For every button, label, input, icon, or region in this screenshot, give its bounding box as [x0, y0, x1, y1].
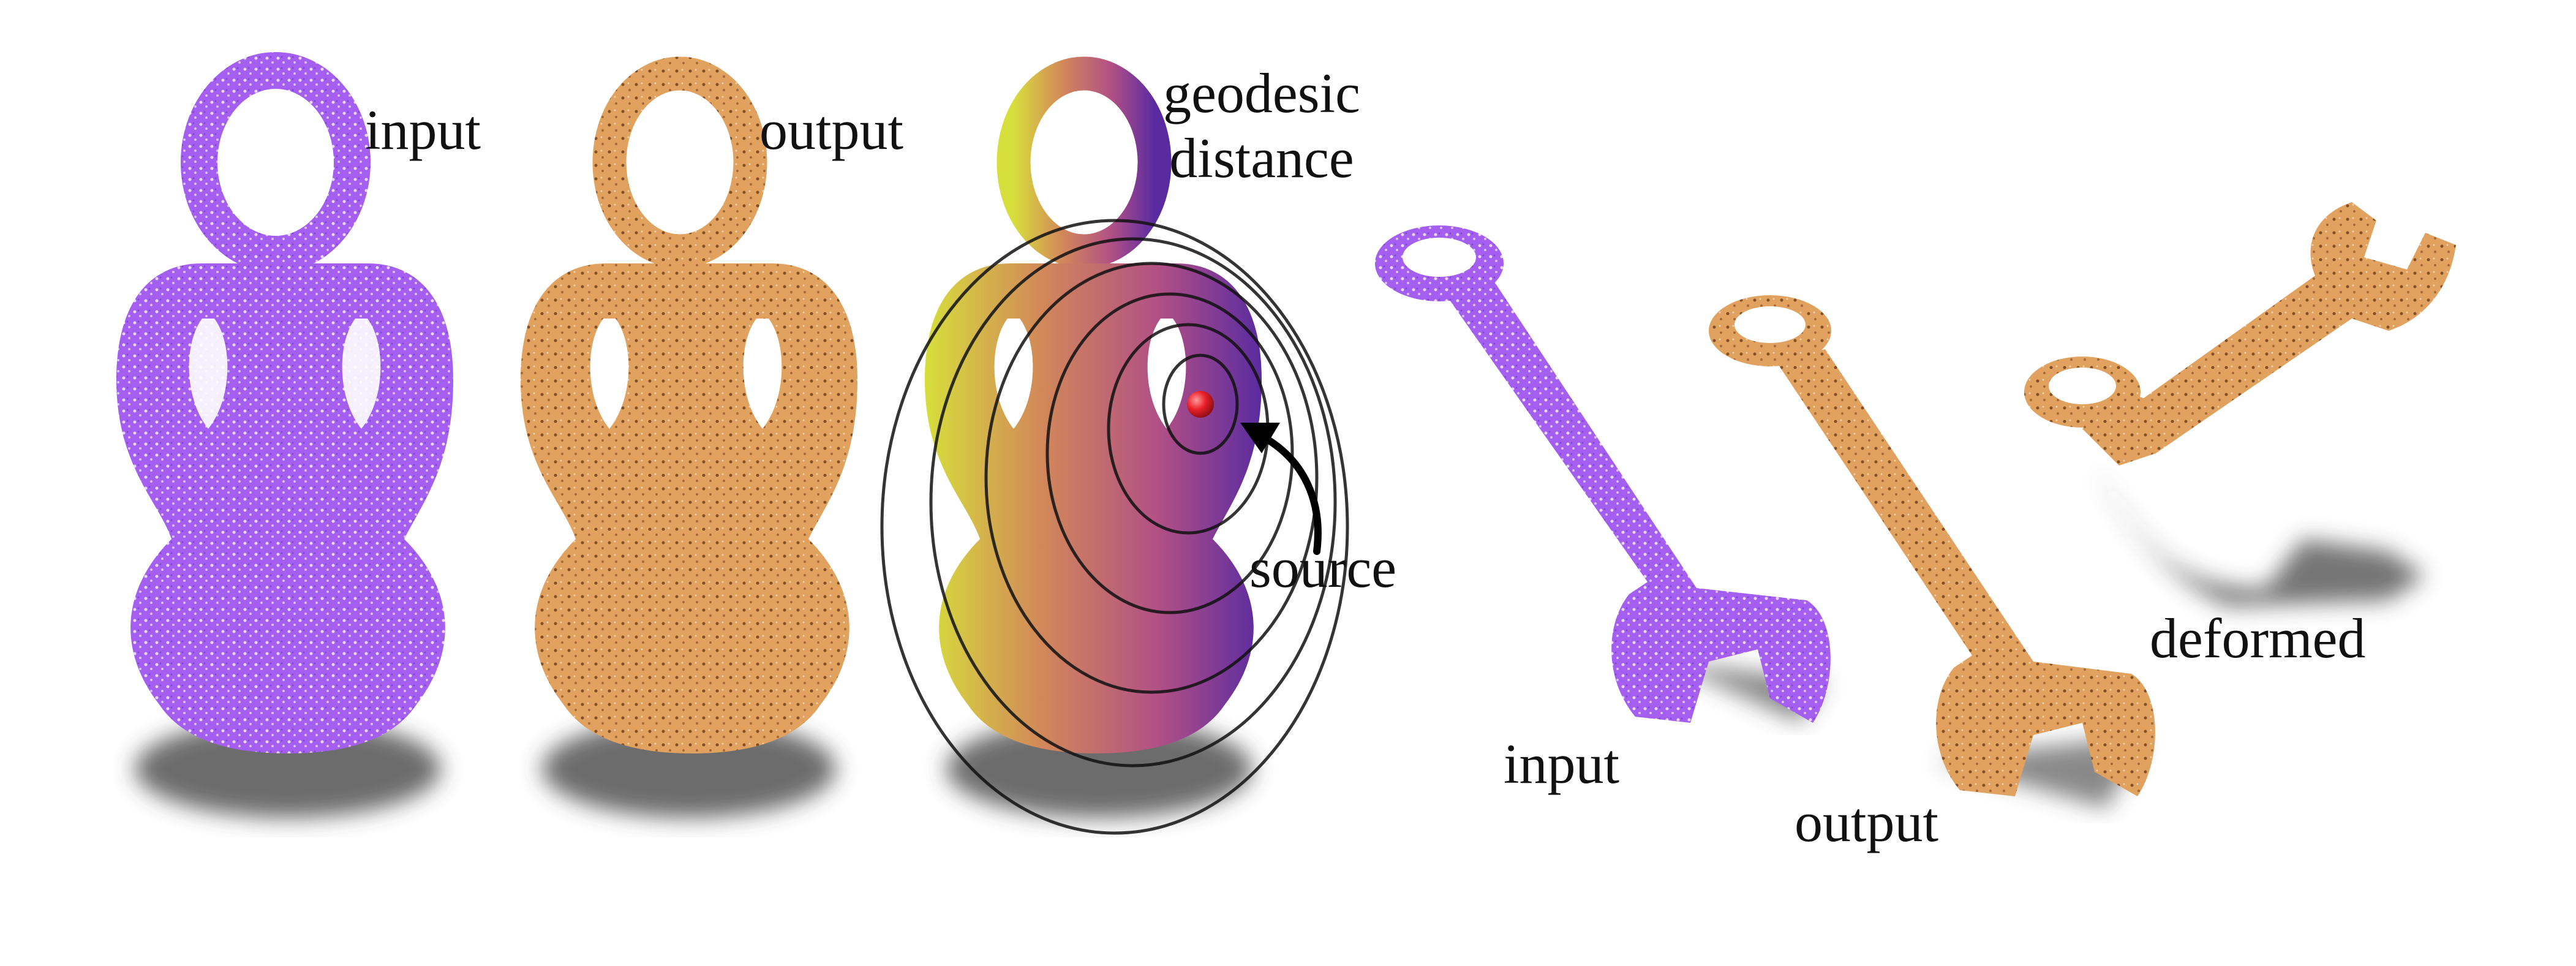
source-point-icon [1187, 391, 1214, 418]
geodesic-label-line1: geodesic [1163, 62, 1360, 124]
wrench-output-label: output [1795, 791, 1939, 853]
wrench-deformed-label: deformed [2150, 607, 2366, 670]
source-arrow-head [1240, 423, 1280, 453]
wrench-output-mesh [1709, 295, 2155, 809]
geodesic-label-line2: distance [1169, 126, 1354, 189]
wrench-input-label: input [1504, 733, 1620, 795]
geodesic-distance-label: geodesic distance [1151, 61, 1372, 191]
contour-lines [880, 219, 1349, 835]
wrench-input-pointcloud [1375, 225, 1831, 723]
source-arrow-icon [1258, 432, 1322, 555]
vase-input-pointcloud [116, 52, 453, 818]
vase-geodesic-field [880, 56, 1349, 835]
vase-output-label: output [759, 99, 904, 161]
vase-input-label: input [365, 99, 481, 161]
wrench-deformed-mesh [2024, 202, 2456, 606]
vase-output-mesh [521, 56, 857, 818]
source-label: source [1249, 537, 1397, 599]
